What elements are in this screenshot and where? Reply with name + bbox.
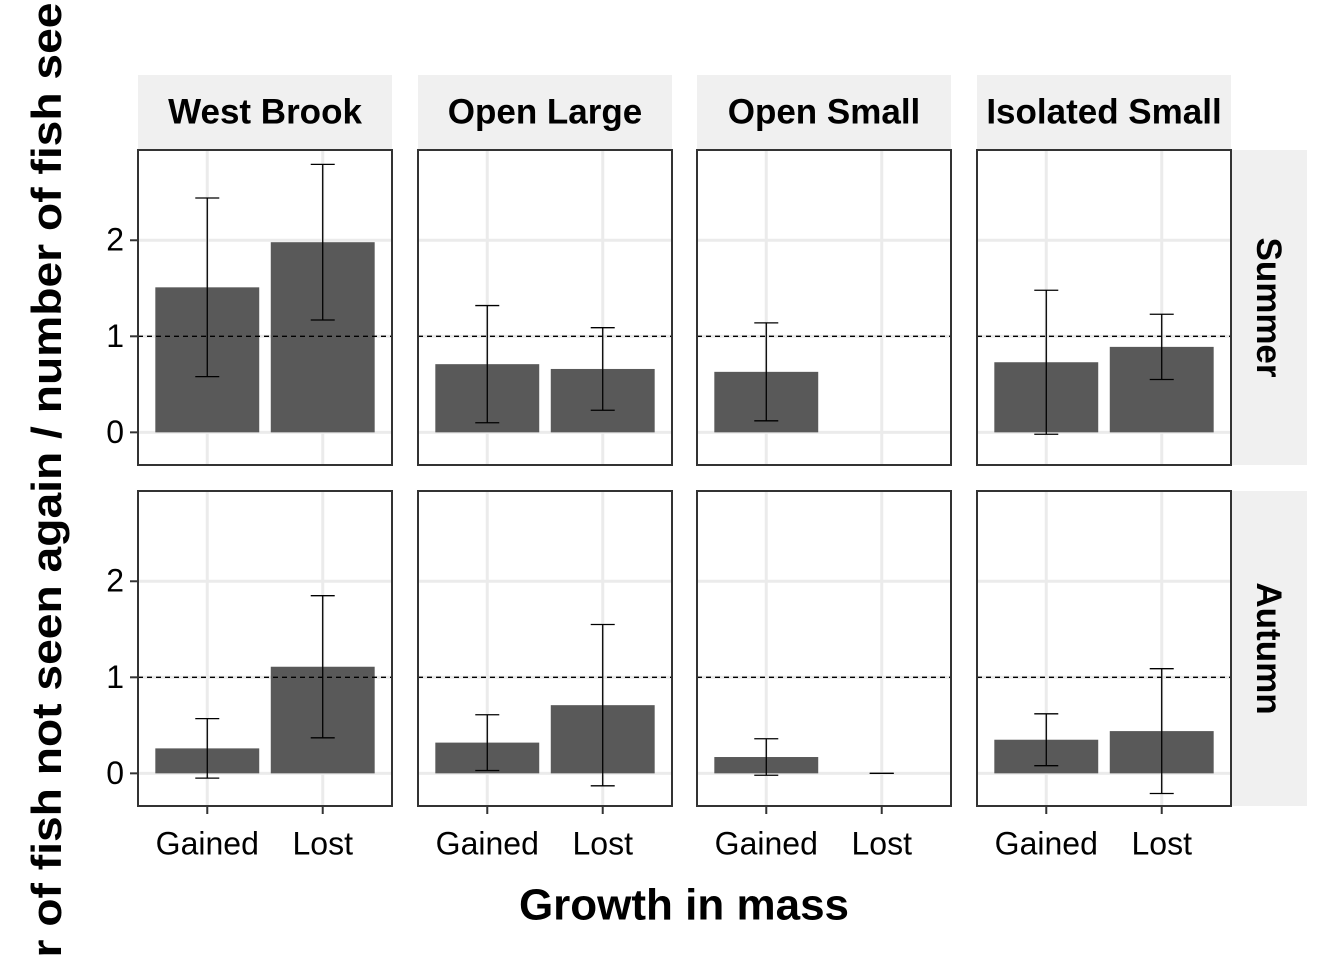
error-bar <box>1149 668 1174 795</box>
x-tick-label: Gained <box>436 825 539 861</box>
x-axis-title: Growth in mass <box>519 881 849 930</box>
strip <box>1231 491 1307 806</box>
error-bar <box>475 714 500 772</box>
panel-border <box>137 149 393 466</box>
y-tick-label: 1 <box>106 659 124 695</box>
x-tick-label: Lost <box>292 825 353 861</box>
error-bar <box>1149 313 1174 381</box>
y-axis-title: r of fish not seen again / number of fis… <box>23 2 70 957</box>
panel-border <box>417 149 673 466</box>
error-bar <box>1034 289 1059 435</box>
error-bar <box>590 623 615 787</box>
error-bar <box>590 327 615 411</box>
y-tick-label: 0 <box>106 414 124 450</box>
error-bar <box>754 322 779 422</box>
error-bar <box>475 304 500 424</box>
x-tick-label: Lost <box>1131 825 1192 861</box>
panel-border <box>137 490 393 807</box>
strip <box>1231 150 1307 465</box>
column-strip-label: Open Large <box>448 92 642 131</box>
x-tick-label: Gained <box>156 825 259 861</box>
error-bar <box>195 717 220 779</box>
strip <box>418 75 672 150</box>
y-tick-label: 0 <box>106 755 124 791</box>
x-tick-label: Lost <box>851 825 912 861</box>
x-tick-label: Gained <box>995 825 1098 861</box>
x-tick-label: Gained <box>715 825 818 861</box>
error-bar <box>195 197 220 378</box>
row-strip-label: Summer <box>1249 237 1288 377</box>
x-tick-label: Lost <box>572 825 633 861</box>
y-tick-label: 2 <box>106 563 124 599</box>
error-bar <box>310 595 335 739</box>
panel-border <box>976 490 1232 807</box>
strip <box>977 75 1231 150</box>
y-tick-label: 1 <box>106 318 124 354</box>
column-strip-label: Open Small <box>728 92 921 131</box>
y-tick-label: 2 <box>106 222 124 258</box>
row-strip-label: Autumn <box>1249 582 1288 714</box>
column-strip-label: West Brook <box>168 92 362 131</box>
error-bar <box>1034 713 1059 767</box>
strip <box>138 75 392 150</box>
panel-border <box>417 490 673 807</box>
column-strip-label: Isolated Small <box>986 92 1221 131</box>
panel-border <box>696 149 952 466</box>
panel-border <box>696 490 952 807</box>
error-bar <box>754 738 779 776</box>
strip <box>697 75 951 150</box>
panel-border <box>976 149 1232 466</box>
error-bar <box>310 163 335 321</box>
